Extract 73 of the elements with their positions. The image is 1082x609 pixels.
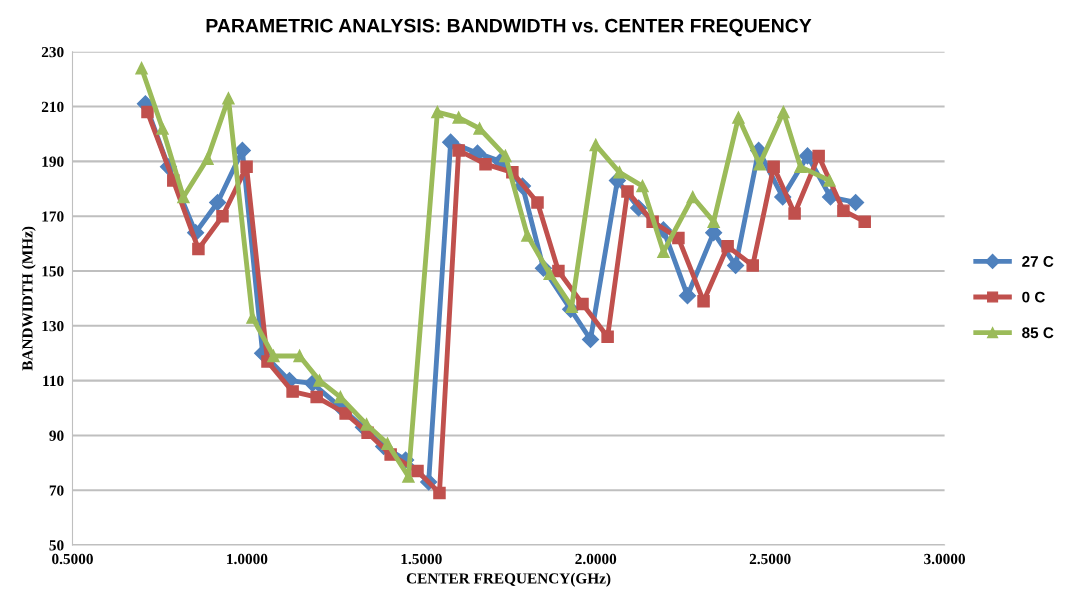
point	[209, 193, 227, 212]
point	[431, 105, 444, 119]
point	[837, 204, 850, 217]
point	[686, 190, 699, 204]
point	[411, 464, 424, 478]
point	[601, 330, 614, 344]
point	[216, 209, 229, 223]
x-tick-label: 2.0000	[575, 553, 617, 565]
point	[777, 105, 790, 119]
y-tick-label: 190	[42, 156, 64, 167]
point	[192, 242, 205, 256]
point	[334, 390, 347, 404]
point	[293, 349, 306, 363]
y-tick-label: 210	[41, 101, 64, 113]
y-tick-label: 150	[42, 266, 64, 277]
point	[753, 157, 766, 171]
point	[156, 122, 169, 135]
point	[442, 133, 460, 151]
point	[732, 111, 745, 124]
point	[589, 138, 602, 152]
x-tick-label: 3.0000	[924, 553, 966, 565]
point	[847, 193, 865, 212]
point	[521, 229, 534, 242]
point	[613, 166, 626, 179]
point	[222, 92, 235, 105]
point	[794, 160, 807, 174]
point	[240, 160, 253, 174]
point	[746, 259, 759, 272]
point	[823, 174, 836, 187]
point	[727, 256, 745, 275]
point	[135, 61, 148, 75]
x-tick-label: 0.5000	[52, 553, 93, 565]
legend-label: 0 C	[1022, 291, 1045, 303]
point	[767, 160, 780, 174]
x-tick-label: 1.5000	[401, 553, 442, 565]
point	[721, 240, 734, 253]
point	[141, 105, 154, 119]
point	[858, 215, 871, 228]
point	[339, 407, 352, 420]
y-tick-label: 70	[49, 485, 64, 496]
point	[286, 385, 299, 398]
y-tick-label: 130	[42, 320, 64, 332]
y-tick-label: 110	[43, 375, 64, 387]
y-axis-title: BANDWIDTH (MHz)	[21, 226, 36, 371]
legend-label: 27 C	[1022, 256, 1054, 267]
point	[678, 287, 697, 305]
point	[657, 245, 670, 259]
point	[788, 207, 801, 220]
point	[531, 196, 544, 209]
y-tick-label: 50	[49, 540, 64, 551]
point	[267, 349, 280, 363]
point	[201, 152, 214, 165]
y-tick-label: 90	[49, 430, 64, 441]
point	[433, 486, 446, 500]
point	[576, 297, 589, 311]
chart-title: PARAMETRIC ANALYSIS: BANDWIDTH vs. CENTER FREQUENCY	[206, 18, 812, 37]
point	[636, 179, 649, 193]
point	[581, 330, 600, 349]
x-tick-label: 1.0000	[227, 553, 268, 565]
point	[812, 149, 825, 163]
point	[452, 144, 465, 157]
point	[552, 264, 565, 278]
point	[499, 149, 512, 163]
point	[479, 157, 492, 171]
y-tick-label: 170	[42, 211, 64, 222]
legend-label: 85 C	[1022, 327, 1054, 339]
y-tick-label: 230	[41, 46, 64, 58]
point	[452, 111, 465, 124]
point	[621, 185, 634, 198]
point	[697, 294, 710, 308]
point	[310, 390, 323, 404]
x-axis-title: CENTER FREQUENCY(GHz)	[406, 572, 611, 587]
x-tick-label: 2.5000	[749, 553, 791, 565]
